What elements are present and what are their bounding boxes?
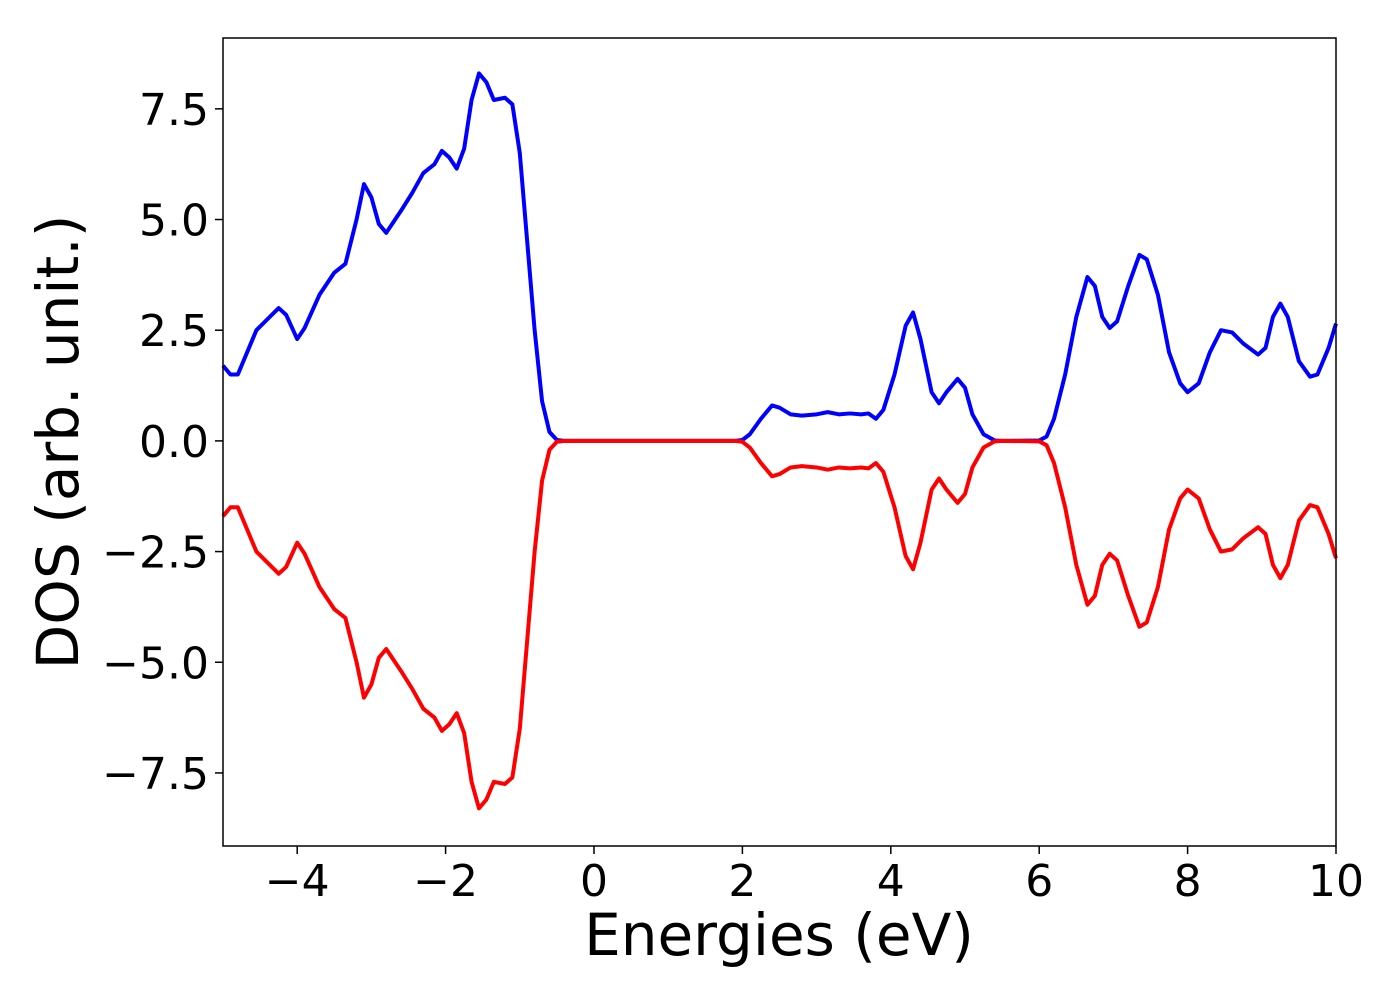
x-tick-label: 2 xyxy=(728,856,756,907)
y-tick-label: 7.5 xyxy=(139,85,209,136)
dos-line xyxy=(221,71,1338,443)
x-tick-label: 10 xyxy=(1308,856,1364,907)
x-tick-label: 6 xyxy=(1025,856,1053,907)
x-tick-label: 8 xyxy=(1174,856,1202,907)
y-tick-label: 0.0 xyxy=(139,417,209,468)
y-tick-label: −2.5 xyxy=(102,528,209,579)
x-tick-label: 0 xyxy=(580,856,608,907)
y-tick-label: −5.0 xyxy=(102,638,209,689)
x-axis-label: Energies (eV) xyxy=(584,901,974,969)
plot-frame xyxy=(222,37,1337,847)
y-axis-label: DOS (arb. unit.) xyxy=(24,215,92,670)
x-tick-label: 4 xyxy=(877,856,905,907)
y-tick-label: −7.5 xyxy=(102,749,209,800)
x-tick-label: −4 xyxy=(265,856,330,907)
y-tick-label: 5.0 xyxy=(139,196,209,247)
x-tick-label: −2 xyxy=(413,856,478,907)
y-tick-label: 2.5 xyxy=(139,306,209,357)
dos-line xyxy=(221,438,1338,811)
